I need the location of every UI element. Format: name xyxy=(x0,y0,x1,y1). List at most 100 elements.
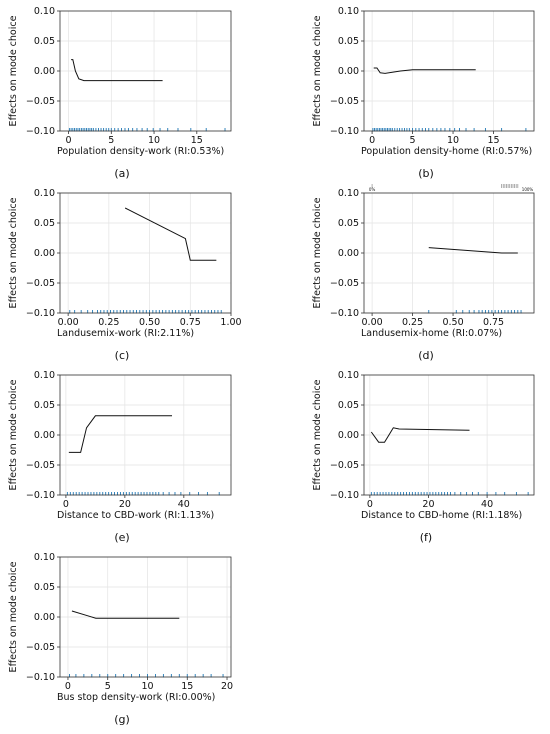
y-tick-label: 0.05 xyxy=(34,218,55,229)
y-tick-label: −0.10 xyxy=(330,490,359,501)
x-tick-label: 0 xyxy=(65,681,71,692)
effect-line xyxy=(71,59,163,82)
x-tick-label: 0 xyxy=(369,135,375,146)
y-tick-label: 0.00 xyxy=(34,248,55,259)
y-tick-label: −0.10 xyxy=(26,672,55,683)
x-tick-label: 0.50 xyxy=(442,317,463,328)
y-axis-label: Effects on mode choice xyxy=(8,15,19,126)
y-tick-label: 0.05 xyxy=(338,400,359,411)
x-tick-label: 0.75 xyxy=(483,317,504,328)
x-tick-label: 15 xyxy=(181,681,193,692)
chart-panel-g: −0.10 −0.05 0.00 0.05 0.10 0 5 10 15 20 Bus stop d… xyxy=(8,552,233,726)
effect-line xyxy=(124,207,217,261)
y-tick-label: 0.00 xyxy=(34,66,55,77)
x-axis-label: Landusemix-home (RI:0.07%) xyxy=(361,328,502,339)
x-axis-label: Landusemix-work (RI:2.11%) xyxy=(57,328,194,339)
y-tick-label: 0.10 xyxy=(34,6,55,17)
panel-caption: (d) xyxy=(418,349,434,362)
chart-panel-c: −0.10 −0.05 0.00 0.05 0.10 0.00 0.25 0.50 0.75 1.… xyxy=(8,188,242,362)
x-tick-label: 1.00 xyxy=(220,317,241,328)
top-rug-label: 0% xyxy=(369,187,376,192)
y-tick-label: −0.10 xyxy=(330,126,359,137)
x-tick-label: 0.75 xyxy=(180,317,201,328)
y-tick-label: 0.00 xyxy=(338,430,359,441)
x-tick-label: 20 xyxy=(422,499,434,510)
y-tick-label: −0.05 xyxy=(330,96,359,107)
y-tick-label: 0.00 xyxy=(34,430,55,441)
x-axis-label: Bus stop density-work (RI:0.00%) xyxy=(57,692,215,703)
x-tick-label: 0 xyxy=(367,499,373,510)
panel-caption: (c) xyxy=(115,349,130,362)
effect-line xyxy=(71,610,180,619)
y-tick-label: 0.10 xyxy=(34,370,55,381)
x-tick-label: 10 xyxy=(447,135,459,146)
x-tick-label: 15 xyxy=(191,135,203,146)
x-tick-label: 5 xyxy=(105,681,111,692)
y-tick-label: 0.05 xyxy=(34,400,55,411)
panel-caption: (a) xyxy=(114,167,129,180)
x-tick-label: 10 xyxy=(141,681,153,692)
x-tick-label: 20 xyxy=(221,681,233,692)
y-tick-label: −0.05 xyxy=(330,278,359,289)
y-axis-label: Effects on mode choice xyxy=(312,379,323,490)
y-tick-label: −0.05 xyxy=(26,278,55,289)
effect-line xyxy=(373,67,476,74)
y-tick-label: 0.05 xyxy=(34,36,55,47)
y-axis-label: Effects on mode choice xyxy=(312,197,323,308)
y-tick-label: −0.10 xyxy=(26,308,55,319)
panel-caption: (g) xyxy=(114,713,130,726)
y-tick-label: −0.10 xyxy=(26,126,55,137)
y-tick-label: −0.05 xyxy=(26,96,55,107)
x-tick-label: 5 xyxy=(410,135,416,146)
x-tick-label: 0.25 xyxy=(98,317,119,328)
y-tick-label: −0.05 xyxy=(26,460,55,471)
x-axis-label: Population density-work (RI:0.53%) xyxy=(57,146,224,157)
x-axis-label: Population density-home (RI:0.57%) xyxy=(361,146,532,157)
y-tick-label: 0.00 xyxy=(34,612,55,623)
y-tick-label: −0.10 xyxy=(330,308,359,319)
effect-line xyxy=(428,247,518,254)
x-tick-label: 40 xyxy=(178,499,190,510)
x-tick-label: 0.50 xyxy=(139,317,160,328)
x-tick-label: 5 xyxy=(108,135,114,146)
y-tick-label: 0.05 xyxy=(338,218,359,229)
x-tick-label: 15 xyxy=(487,135,499,146)
effect-line xyxy=(370,427,470,443)
y-axis-label: Effects on mode choice xyxy=(8,561,19,672)
y-axis-label: Effects on mode choice xyxy=(8,197,19,308)
y-tick-label: 0.05 xyxy=(338,36,359,47)
y-tick-label: −0.05 xyxy=(330,460,359,471)
y-tick-label: 0.10 xyxy=(338,370,359,381)
y-tick-label: 0.10 xyxy=(338,6,359,17)
y-axis-label: Effects on mode choice xyxy=(312,15,323,126)
y-tick-label: 0.00 xyxy=(338,248,359,259)
x-tick-label: 10 xyxy=(148,135,160,146)
panel-caption: (f) xyxy=(420,531,432,544)
y-tick-label: 0.10 xyxy=(34,552,55,563)
x-tick-label: 0 xyxy=(63,499,69,510)
top-rug-label: 100% xyxy=(522,187,534,192)
y-tick-label: 0.10 xyxy=(338,188,359,199)
x-tick-label: 0 xyxy=(66,135,72,146)
y-tick-label: −0.05 xyxy=(26,642,55,653)
x-tick-label: 0.00 xyxy=(362,317,383,328)
x-tick-label: 40 xyxy=(481,499,493,510)
x-tick-label: 0.00 xyxy=(58,317,79,328)
y-tick-label: 0.05 xyxy=(34,582,55,593)
x-axis-label: Distance to CBD-home (RI:1.18%) xyxy=(361,510,522,521)
y-tick-label: 0.00 xyxy=(338,66,359,77)
x-axis-label: Distance to CBD-work (RI:1.13%) xyxy=(57,510,214,521)
x-tick-label: 20 xyxy=(119,499,131,510)
x-tick-label: 0.25 xyxy=(402,317,423,328)
y-tick-label: −0.10 xyxy=(26,490,55,501)
chart-panel-d: 0% 100% −0.10 −0.05 0.00 0.05 0.10 0.00 0.25 0.50… xyxy=(312,184,535,362)
effect-line xyxy=(68,415,173,453)
y-tick-label: 0.10 xyxy=(34,188,55,199)
panel-caption: (b) xyxy=(418,167,434,180)
panel-caption: (e) xyxy=(114,531,129,544)
